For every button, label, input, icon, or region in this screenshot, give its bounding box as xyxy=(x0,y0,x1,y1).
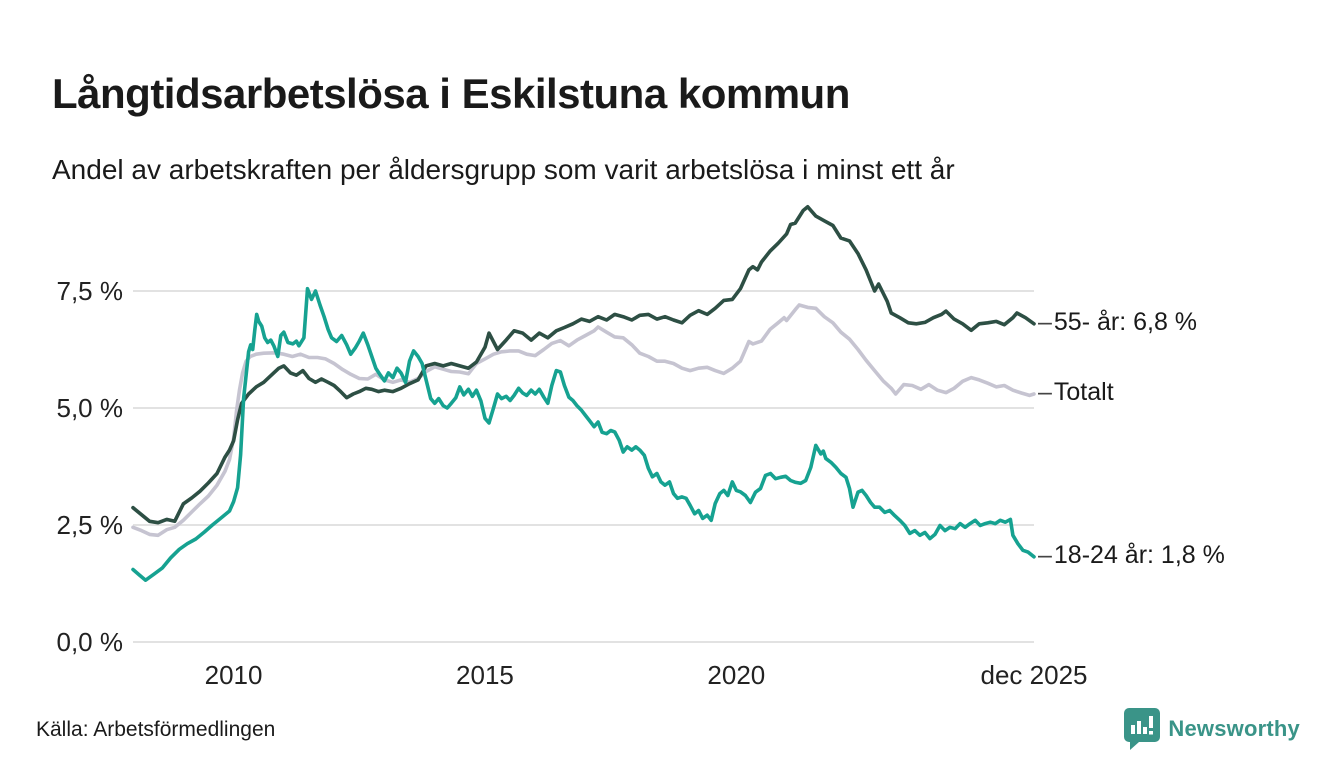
y-tick-label: 5,0 % xyxy=(57,393,124,423)
y-tick-label: 7,5 % xyxy=(57,276,124,306)
brand: Newsworthy xyxy=(1124,708,1300,750)
y-tick-label: 2,5 % xyxy=(57,510,124,540)
x-tick-label: 2015 xyxy=(456,660,514,690)
x-tick-label: dec 2025 xyxy=(981,660,1088,690)
legend-text: 18-24 år: 1,8 % xyxy=(1053,540,1225,569)
page-title: Långtidsarbetslösa i Eskilstuna kommun xyxy=(52,70,850,118)
newsworthy-logo-icon xyxy=(1124,708,1161,750)
series-label-55-r: –55- år: 6,8 % xyxy=(1038,308,1197,337)
series-line-55-r xyxy=(131,205,1036,525)
source-note: Källa: Arbetsförmedlingen xyxy=(36,718,276,741)
legend-tick: – xyxy=(1038,307,1052,336)
page-subtitle: Andel av arbetskraften per åldersgrupp s… xyxy=(52,154,955,185)
brand-name: Newsworthy xyxy=(1168,716,1300,741)
legend-text: Totalt xyxy=(1053,377,1114,406)
legend-text: 55- år: 6,8 % xyxy=(1053,307,1198,336)
series-line-totalt xyxy=(131,303,1036,538)
x-tick-label: 2010 xyxy=(205,660,263,690)
series-label-totalt: – Totalt xyxy=(1038,378,1114,407)
legend-tick: – xyxy=(1038,540,1052,569)
legend-tick: – xyxy=(1038,377,1052,406)
series-line-18-24-r xyxy=(131,286,1036,583)
x-tick-label: 2020 xyxy=(707,660,765,690)
series-label-18-24-r: –18-24 år: 1,8 % xyxy=(1038,541,1225,570)
y-tick-label: 0,0 % xyxy=(57,627,124,657)
